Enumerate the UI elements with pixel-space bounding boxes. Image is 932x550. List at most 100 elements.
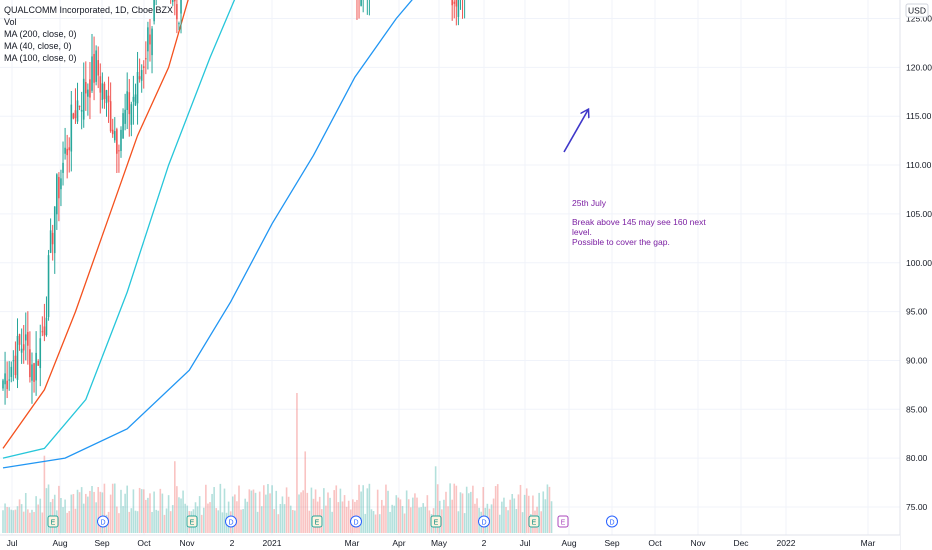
currency-badge[interactable]: USD [905, 3, 929, 18]
time-axis[interactable]: Jul Aug Sep Oct Nov 2 2021 Mar Apr May 2 Jul Aug Sep O… [7, 538, 876, 548]
volume-bar [151, 511, 153, 533]
volume-bar [492, 498, 495, 533]
dividend-marker[interactable] [478, 515, 490, 528]
volume-bar [391, 504, 393, 533]
earnings-marker[interactable] [430, 515, 442, 528]
earnings-marker[interactable] [186, 515, 198, 528]
volume-bar [347, 500, 350, 533]
volume-bar [118, 513, 120, 533]
volume-bar [397, 497, 400, 533]
volume-bar [405, 490, 408, 533]
dividend-marker[interactable] [225, 515, 237, 528]
volume-bar [60, 498, 62, 533]
candle-body [99, 76, 102, 93]
volume-bar [279, 503, 282, 533]
volume-bar [403, 513, 406, 533]
volume-bar [159, 488, 162, 533]
volume-bar [134, 510, 137, 533]
volume-bar [198, 496, 201, 533]
volume-bar [474, 503, 476, 533]
volume-bar [546, 484, 549, 533]
trade-annotation[interactable]: 25th July Break above 145 may see 160 ne… [572, 198, 706, 247]
volume-bar [8, 507, 11, 533]
candle-body [118, 150, 120, 152]
candle-body [33, 363, 35, 382]
volume-bar [138, 487, 141, 533]
volume-bar [345, 506, 348, 533]
earnings-marker[interactable] [557, 515, 569, 528]
volume-bar [337, 502, 340, 533]
volume-bar [29, 512, 31, 533]
x-tick-label: Jul [520, 538, 531, 548]
candle-body [171, 0, 174, 2]
dividend-marker-label: D [481, 520, 486, 527]
volume-bar [339, 488, 342, 533]
x-tick-label: Aug [52, 538, 67, 548]
volume-bar [6, 506, 8, 533]
candle-body [6, 380, 8, 390]
candle-body [64, 147, 66, 154]
dividend-marker[interactable] [350, 515, 362, 528]
event-markers[interactable]: E E E E E ED D D D D [47, 515, 618, 528]
legend[interactable]: QUALCOMM Incorporated, 1D, Cboe BZX Vol … [4, 5, 173, 63]
volume-bar [362, 485, 364, 533]
volume-bar [296, 393, 298, 533]
volume-bar [87, 496, 89, 533]
volume-bar [182, 490, 184, 533]
earnings-marker[interactable] [311, 515, 323, 528]
volume-bar [35, 496, 37, 533]
volume-bar [378, 514, 381, 533]
volume-bar [381, 499, 383, 533]
volume-bar [113, 483, 116, 533]
volume-bar [66, 512, 68, 533]
forecast-arrow[interactable] [563, 110, 588, 153]
x-tick-label: 2021 [263, 538, 282, 548]
earnings-marker[interactable] [47, 515, 59, 528]
x-tick-label: Nov [690, 538, 706, 548]
volume-bar [302, 490, 304, 533]
annotation-date: 25th July [572, 198, 607, 208]
candle-body [72, 113, 75, 119]
candle-body [27, 332, 29, 346]
volume-bar [542, 491, 545, 533]
volume-bar [68, 511, 71, 533]
volume-bar [292, 510, 294, 533]
annotation-line-1: Break above 145 may see 160 next [572, 217, 706, 227]
candle-body [91, 56, 93, 91]
volume-bar [372, 511, 375, 533]
volume-bar [441, 509, 443, 533]
candle-body [176, 4, 178, 20]
x-tick-label: Aug [561, 538, 576, 548]
volume-bar [171, 505, 174, 533]
volume-bar [544, 499, 547, 533]
x-tick-label: Sep [94, 538, 109, 548]
volume-bar [39, 498, 42, 533]
volume-bar [503, 497, 505, 533]
candle-body [76, 100, 79, 122]
y-tick-label: 125.00 [906, 14, 932, 24]
indicator-volume: Vol [4, 17, 17, 27]
price-axis-background[interactable] [900, 0, 932, 535]
dividend-marker[interactable] [97, 515, 109, 528]
candle-body [451, 0, 453, 6]
volume-bar [509, 499, 511, 533]
volume-bar [472, 485, 474, 533]
volume-bar [209, 502, 211, 533]
volume-bar [165, 508, 168, 533]
volume-bar [275, 490, 278, 533]
volume-bar [434, 466, 437, 533]
x-tick-label: Dec [733, 538, 749, 548]
earnings-marker[interactable] [528, 515, 540, 528]
time-axis-background[interactable] [0, 535, 900, 550]
candle-body [31, 364, 33, 381]
volume-bar [523, 494, 526, 533]
volume-bar [155, 509, 157, 533]
price-axis[interactable]: 75.00 80.00 85.00 90.00 95.00 100.00 105.00 110… [906, 0, 932, 513]
moving-averages [2, 0, 413, 469]
dividend-marker[interactable] [606, 515, 618, 528]
y-tick-label: 80.00 [906, 453, 928, 463]
candle-body [51, 232, 54, 245]
candle-body [43, 326, 46, 336]
